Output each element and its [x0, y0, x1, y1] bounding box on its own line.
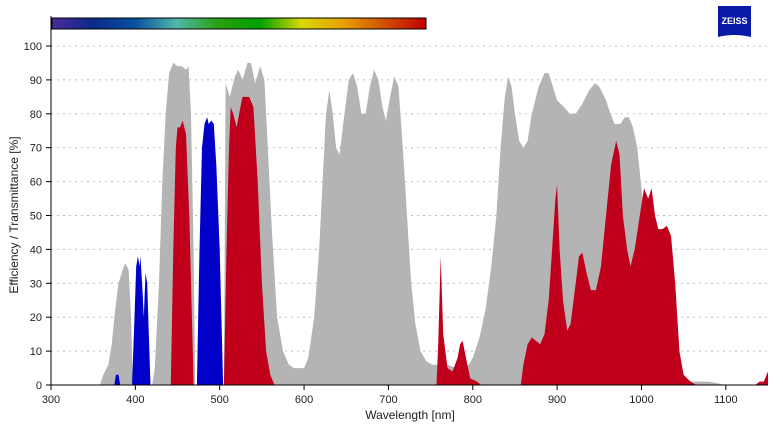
- y-tick-label: 40: [30, 244, 42, 256]
- x-tick-label: 400: [126, 394, 144, 406]
- y-tick-label: 80: [30, 109, 42, 121]
- y-tick-label: 20: [30, 312, 42, 324]
- series-area-2: [51, 96, 768, 386]
- y-tick-label: 50: [30, 211, 42, 223]
- x-tick-label: 1000: [629, 394, 653, 406]
- axes: 0 10 20 30 40 50 60 70 80 90 100 300 400 500 600 700 800…: [24, 16, 768, 406]
- x-tick-label: 800: [464, 394, 482, 406]
- y-tick-label: 90: [30, 75, 42, 87]
- x-tick-label: 700: [379, 394, 397, 406]
- x-tick-label: 300: [42, 394, 60, 406]
- spectrum-color-bar: [51, 17, 427, 30]
- y-tick-label: 0: [36, 380, 42, 392]
- y-tick-label: 100: [24, 41, 42, 53]
- y-tick-label: 70: [30, 143, 42, 155]
- logo-text: ZEISS: [721, 16, 747, 26]
- y-tick-label: 30: [30, 278, 42, 290]
- y-axis-label: Efficiency / Transmittance [%]: [7, 136, 21, 293]
- x-tick-label: 1100: [714, 394, 738, 406]
- y-tick-label: 10: [30, 346, 42, 358]
- y-tick-label: 60: [30, 177, 42, 189]
- series-layer: [51, 62, 768, 386]
- x-axis-label: Wavelength [nm]: [365, 408, 455, 422]
- x-tick-label: 600: [295, 394, 313, 406]
- x-tick-label: 900: [548, 394, 566, 406]
- zeiss-logo: ZEISS: [718, 6, 751, 37]
- x-tick-label: 500: [211, 394, 229, 406]
